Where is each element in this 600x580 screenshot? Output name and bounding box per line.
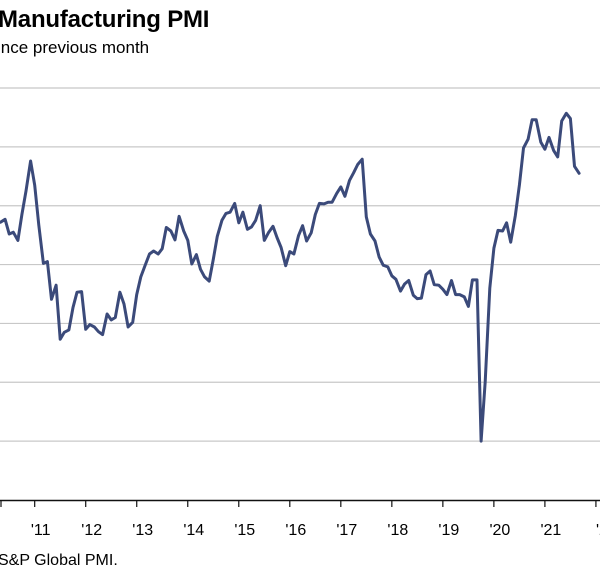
x-tick-label: '17 (336, 522, 357, 539)
x-tick-label: '19 (438, 522, 459, 539)
x-tick-label: '2 (596, 522, 600, 539)
chart-source: S&P Global PMI. (0, 552, 118, 569)
chart-subtitle: ince previous month (0, 38, 150, 57)
chart-title: Manufacturing PMI (0, 6, 210, 33)
x-tick-label: '18 (387, 522, 408, 539)
x-tick-label: '12 (81, 522, 102, 539)
x-tick-label: '13 (132, 522, 153, 539)
x-tick-label: '21 (540, 522, 561, 539)
series-layer (0, 111, 581, 443)
x-axis: '11 '12 '13 '14 '15 '16 '17 '18 '19 '20 '21 '2 (0, 499, 600, 539)
x-tick-label: '16 (285, 522, 306, 539)
x-tick-label: '20 (489, 522, 510, 539)
gridlines (0, 87, 600, 442)
x-tick-label: '14 (183, 522, 204, 539)
series-line-pmi (0, 111, 581, 443)
x-tick-label: '15 (234, 522, 255, 539)
x-tick-label: '11 (31, 522, 51, 539)
